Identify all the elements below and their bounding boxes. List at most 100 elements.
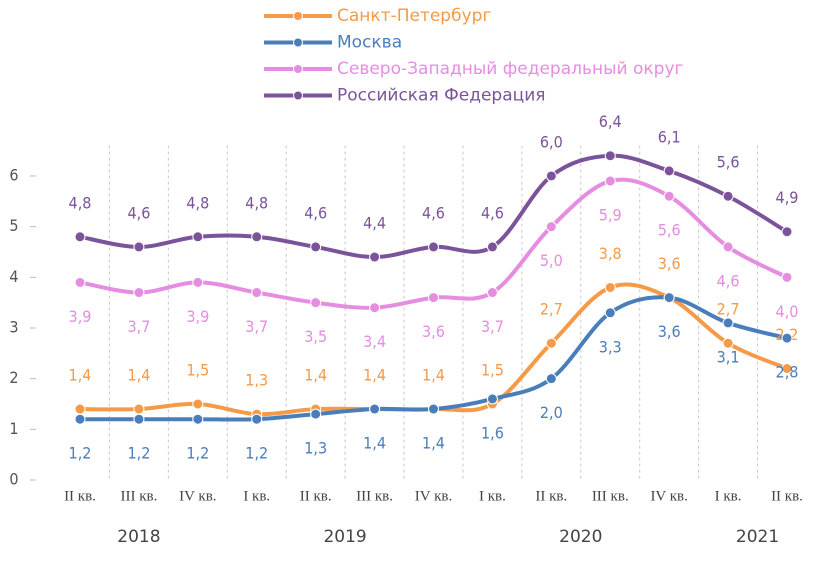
point — [781, 271, 793, 283]
data-label: 3,9 — [69, 307, 92, 326]
point — [133, 287, 145, 299]
data-label: 1,2 — [186, 444, 209, 463]
data-label: 4,4 — [363, 214, 386, 233]
data-label: 6,4 — [599, 112, 622, 131]
data-label: 1,4 — [422, 434, 445, 453]
data-label: 2,0 — [540, 403, 563, 422]
data-label: 4,6 — [422, 203, 445, 222]
point — [74, 403, 86, 415]
x-tick-label: IV кв. — [179, 488, 216, 504]
legend-label: Российская Федерация — [337, 86, 545, 106]
data-label: 4,6 — [481, 203, 504, 222]
y-tick-label: 2 — [9, 368, 18, 387]
point — [369, 403, 381, 415]
legend-label: Санкт-Петербург — [337, 6, 491, 26]
data-label: 5,9 — [599, 206, 622, 225]
y-tick-label: 5 — [9, 216, 18, 235]
data-label: 1,5 — [186, 360, 209, 379]
x-tick-label: II кв. — [64, 488, 96, 504]
point — [604, 281, 616, 293]
data-label: 1,2 — [69, 444, 92, 463]
point — [310, 241, 322, 253]
data-label: 2,7 — [717, 300, 740, 319]
point — [192, 398, 204, 410]
data-label: 3,1 — [717, 347, 740, 366]
data-label: 4,6 — [717, 271, 740, 290]
point — [545, 337, 557, 349]
point — [428, 403, 439, 415]
x-group-label: 2020 — [559, 527, 602, 547]
point — [722, 317, 734, 329]
point — [369, 251, 381, 263]
point — [74, 231, 86, 243]
y-tick-label: 0 — [9, 470, 18, 489]
data-label: 3,7 — [245, 317, 268, 336]
data-label: 6,1 — [658, 127, 681, 146]
point — [604, 307, 616, 319]
point — [310, 408, 322, 420]
data-label: 3,3 — [599, 337, 622, 356]
data-label: 1,4 — [69, 366, 92, 385]
data-label: 1,3 — [245, 371, 268, 390]
legend-label: Москва — [337, 33, 402, 53]
data-label: 1,4 — [363, 366, 386, 385]
point — [722, 337, 734, 349]
x-tick-label: I кв. — [479, 488, 506, 504]
x-tick-label: III кв. — [120, 488, 157, 504]
x-tick-label: II кв. — [535, 488, 567, 504]
point — [781, 332, 793, 344]
point — [133, 403, 145, 415]
point — [722, 190, 734, 202]
data-label: 1,5 — [481, 360, 504, 379]
data-label: 3,9 — [186, 307, 209, 326]
data-label: 5,0 — [540, 251, 563, 270]
data-label: 2,8 — [776, 363, 799, 382]
legend-label: Северо-Западный федеральный округ — [337, 59, 684, 79]
point — [192, 231, 204, 243]
data-label: 1,4 — [422, 366, 445, 385]
y-tick-label: 1 — [9, 419, 18, 438]
point — [251, 231, 263, 243]
data-label: 4,6 — [304, 203, 327, 222]
point — [192, 413, 204, 425]
x-tick-label: II кв. — [300, 488, 332, 504]
point — [604, 150, 616, 162]
y-tick-label: 4 — [9, 267, 18, 286]
point — [486, 393, 498, 405]
x-tick-label: IV кв. — [415, 488, 452, 504]
point — [781, 226, 793, 238]
x-group-label: 2021 — [736, 527, 779, 547]
data-label: 5,6 — [717, 153, 740, 172]
point — [545, 221, 557, 233]
data-label: 4,8 — [69, 193, 92, 212]
point — [663, 165, 675, 177]
legend-marker — [293, 64, 303, 74]
data-label: 3,5 — [304, 327, 327, 346]
point — [781, 363, 793, 375]
point — [663, 292, 675, 304]
point — [428, 241, 439, 253]
x-group-label: 2018 — [117, 527, 160, 547]
data-label: 3,7 — [127, 317, 150, 336]
x-tick-label: II кв. — [771, 488, 803, 504]
data-label: 4,8 — [245, 193, 268, 212]
x-tick-label: I кв. — [243, 488, 270, 504]
point — [486, 287, 498, 299]
data-label: 3,4 — [363, 332, 386, 351]
data-label: 3,6 — [658, 322, 681, 341]
x-tick-label: IV кв. — [650, 488, 687, 504]
x-tick-label: III кв. — [592, 488, 629, 504]
point — [74, 413, 86, 425]
point — [192, 276, 204, 288]
x-group-label: 2019 — [323, 527, 366, 547]
x-tick-label: I кв. — [715, 488, 742, 504]
data-label: 1,6 — [481, 423, 504, 442]
point — [604, 175, 616, 187]
point — [251, 413, 263, 425]
data-label: 1,4 — [304, 366, 327, 385]
data-label: 4,8 — [186, 193, 209, 212]
data-label: 3,6 — [658, 254, 681, 273]
legend-marker — [293, 37, 303, 48]
legend-marker — [293, 11, 303, 21]
legend-marker — [293, 90, 303, 101]
